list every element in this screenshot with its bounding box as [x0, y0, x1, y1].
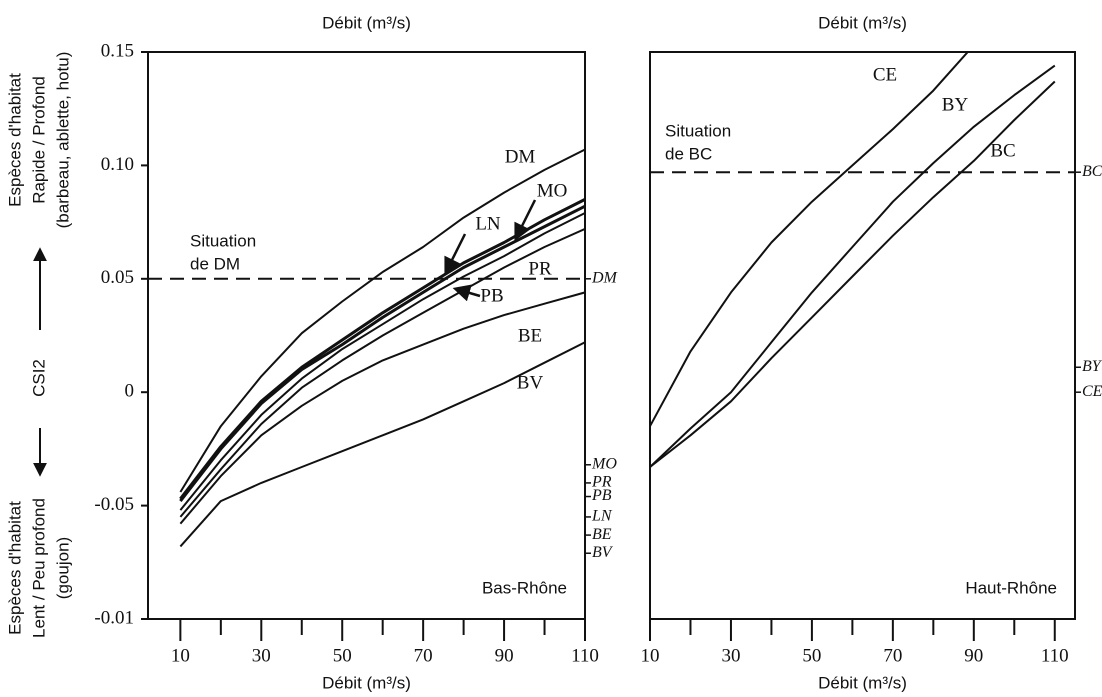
- series-line: [179, 212, 585, 511]
- x-tick-label: 30: [252, 645, 271, 666]
- x-tick-label: 50: [333, 645, 352, 666]
- y-axis-title: CSI2: [29, 359, 48, 397]
- y-tick-label: -0.05: [94, 494, 134, 515]
- series-line: [179, 291, 585, 525]
- label-arrow: [514, 199, 537, 242]
- series-label: DM: [505, 146, 536, 167]
- series-line: [179, 341, 585, 548]
- marker-label: DM: [591, 269, 619, 286]
- x-tick-label: 50: [802, 645, 821, 666]
- series-label: PB: [480, 285, 503, 306]
- x-axis-title: Débit (m³/s): [322, 673, 411, 692]
- y-axis-title-lower: Espèces d'habitat: [5, 501, 24, 635]
- marker-label: LN: [591, 508, 613, 525]
- reference-label: de DM: [190, 254, 240, 273]
- y-axis-title-lower: Lent / Peu profond: [29, 498, 48, 638]
- y-tick-label: -0.01: [94, 607, 134, 628]
- marker-label: BE: [592, 526, 612, 543]
- y-axis-title-upper: (barbeau, ablette, hotu): [53, 52, 72, 229]
- marker-label: PB: [591, 487, 612, 504]
- marker-label: PR: [591, 474, 612, 491]
- y-axis-title-upper: Espèces d'habitat: [5, 73, 24, 207]
- label-arrow: [452, 284, 481, 302]
- marker-label: BC: [1082, 163, 1102, 180]
- series-line: [650, 80, 1056, 468]
- series-label: BC: [990, 140, 1015, 161]
- series-line: [650, 52, 970, 427]
- marker-label: CE: [1082, 383, 1102, 400]
- x-tick-label: 10: [641, 645, 660, 666]
- x-tick-label: 90: [964, 645, 983, 666]
- y-tick-label: 0.10: [101, 154, 134, 175]
- series-label: PR: [528, 258, 552, 279]
- panel-label: Haut-Rhône: [965, 578, 1057, 597]
- y-tick-label: 0.05: [101, 267, 134, 288]
- series-group: [650, 52, 1056, 468]
- x-tick-label: 110: [571, 645, 599, 666]
- x-tick-label: 30: [721, 645, 740, 666]
- y-axis-title-upper: Rapide / Profond: [29, 76, 48, 204]
- x-tick-label: 90: [495, 645, 514, 666]
- series-label: BY: [942, 94, 969, 115]
- plot-frame: [147, 51, 586, 620]
- panel-label: Bas-Rhône: [482, 578, 567, 597]
- y-axis-title-lower: (goujon): [53, 537, 72, 599]
- series-line: [179, 227, 585, 518]
- series-line: [650, 64, 1056, 468]
- reference-label: de BC: [665, 144, 712, 163]
- marker-label: BY: [1082, 358, 1102, 375]
- x-tick-label: 70: [414, 645, 433, 666]
- y-tick-label: 0.15: [101, 40, 134, 61]
- series-label: BE: [518, 325, 542, 346]
- reference-label: Situation: [190, 231, 256, 250]
- x-tick-label: 70: [883, 645, 902, 666]
- marker-label: BV: [592, 544, 614, 561]
- reference-label: Situation: [665, 121, 731, 140]
- x-tick-label: 10: [171, 645, 190, 666]
- series-group: [179, 148, 585, 548]
- x-axis-title-top: Débit (m³/s): [818, 13, 907, 32]
- series-label: BV: [517, 372, 544, 393]
- marker-label: MO: [591, 455, 617, 472]
- y-tick-label: 0: [125, 381, 135, 402]
- series-label: MO: [537, 180, 568, 201]
- series-line: [179, 148, 585, 493]
- x-axis-title-top: Débit (m³/s): [322, 13, 411, 32]
- x-axis-title: Débit (m³/s): [818, 673, 907, 692]
- series-label: LN: [475, 213, 501, 234]
- series-label: CE: [873, 64, 897, 85]
- x-tick-label: 110: [1041, 645, 1069, 666]
- label-arrow: [444, 233, 467, 276]
- plot-frame: [649, 51, 1076, 620]
